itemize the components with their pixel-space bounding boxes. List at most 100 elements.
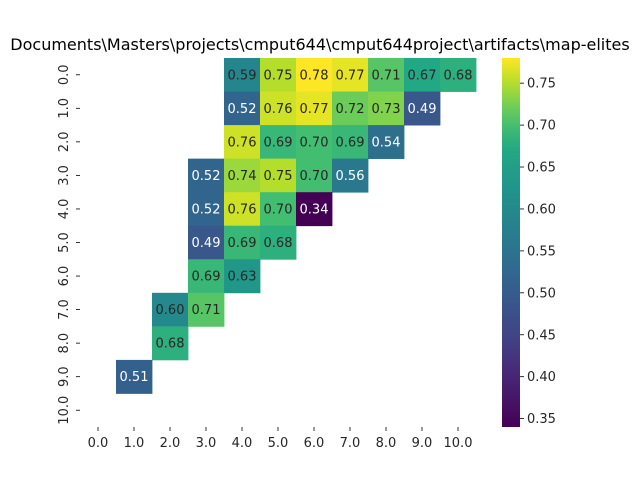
heatmap-cell — [224, 91, 261, 126]
cell-value-label: 0.76 — [228, 135, 257, 150]
cell-value-label: 0.52 — [192, 169, 221, 184]
heatmap-cell — [296, 192, 333, 227]
colorbar-gradient — [502, 58, 520, 427]
y-tick-label: 7.0 — [57, 299, 72, 320]
cell-value-label: 0.71 — [192, 303, 221, 318]
cell-value-label: 0.52 — [192, 202, 221, 217]
x-tick-label: 2.0 — [160, 436, 181, 451]
cell-value-label: 0.70 — [300, 135, 329, 150]
cell-value-label: 0.70 — [264, 202, 293, 217]
heatmap-cell — [224, 259, 261, 294]
y-tick-label: 1.0 — [57, 98, 72, 119]
cell-value-label: 0.77 — [336, 68, 365, 83]
y-tick-label: 5.0 — [57, 232, 72, 253]
heatmap-cell — [404, 58, 441, 92]
y-tick-label: 10.0 — [57, 396, 72, 425]
heatmap-cell — [224, 58, 261, 92]
heatmap-cell — [404, 91, 441, 126]
heatmap-cell — [260, 91, 297, 126]
colorbar-tick-label: 0.45 — [527, 328, 556, 343]
heatmap-cell — [224, 158, 261, 193]
cell-value-label: 0.59 — [228, 68, 257, 83]
colorbar: 0.35 0.40 0.45 0.50 0.55 0.60 0.65 0.70 0.75 — [502, 58, 556, 427]
heatmap-cells: 0.59 0.75 0.78 0.77 0.71 0.67 0.68 0.52 0.76 0.77… — [116, 58, 477, 394]
y-axis: 0.0 1.0 2.0 3.0 4.0 5.0 6.0 7.0 8.0 9.0 10.0 — [57, 64, 80, 425]
x-tick-label: 5.0 — [268, 436, 289, 451]
cell-value-label: 0.72 — [336, 102, 365, 117]
heatmap-cell — [188, 292, 225, 327]
cell-value-label: 0.75 — [264, 68, 293, 83]
cell-value-label: 0.63 — [228, 270, 257, 285]
cell-value-label: 0.76 — [264, 102, 293, 117]
x-tick-label: 10.0 — [444, 436, 473, 451]
cell-value-label: 0.68 — [444, 68, 473, 83]
heatmap-cell — [332, 125, 369, 160]
heatmap-cell — [152, 326, 189, 361]
cell-value-label: 0.74 — [228, 169, 257, 184]
heatmap-cell — [296, 91, 333, 126]
cell-value-label: 0.60 — [156, 303, 185, 318]
heatmap-cell — [296, 125, 333, 160]
heatmap-cell — [332, 158, 369, 193]
heatmap-cell — [260, 192, 297, 227]
heatmap-cell — [296, 58, 333, 92]
cell-value-label: 0.77 — [300, 102, 329, 117]
heatmap-cell — [368, 125, 405, 160]
heatmap-cell — [188, 158, 225, 193]
cell-value-label: 0.54 — [372, 135, 401, 150]
y-tick-label: 2.0 — [57, 132, 72, 153]
heatmap-cell — [152, 292, 189, 327]
colorbar-tick-label: 0.40 — [527, 370, 556, 385]
heatmap-cell — [296, 158, 333, 193]
heatmap-cell — [224, 125, 261, 160]
heatmap-cell — [224, 225, 261, 260]
heatmap-cell — [260, 125, 297, 160]
colorbar-tick-label: 0.75 — [527, 77, 556, 92]
heatmap-cell — [368, 58, 405, 92]
x-tick-label: 1.0 — [124, 436, 145, 451]
colorbar-tick-label: 0.50 — [527, 286, 556, 301]
colorbar-tick-label: 0.65 — [527, 161, 556, 176]
heatmap-cell — [188, 192, 225, 227]
heatmap-cell — [332, 91, 369, 126]
cell-value-label: 0.71 — [372, 68, 401, 83]
x-tick-label: 9.0 — [412, 436, 433, 451]
y-tick-label: 8.0 — [57, 333, 72, 354]
x-tick-label: 6.0 — [304, 436, 325, 451]
x-tick-label: 4.0 — [232, 436, 253, 451]
cell-value-label: 0.69 — [264, 135, 293, 150]
cell-value-label: 0.69 — [228, 236, 257, 251]
chart-title: Documents\Masters\projects\cmput644\cmpu… — [10, 35, 629, 54]
cell-value-label: 0.70 — [300, 169, 329, 184]
cell-value-label: 0.51 — [120, 370, 149, 385]
heatmap-cell — [368, 91, 405, 126]
cell-value-label: 0.75 — [264, 169, 293, 184]
cell-value-label: 0.78 — [300, 68, 329, 83]
cell-value-label: 0.52 — [228, 102, 257, 117]
cell-value-label: 0.68 — [156, 337, 185, 352]
y-tick-label: 6.0 — [57, 266, 72, 287]
cell-value-label: 0.73 — [372, 102, 401, 117]
x-tick-label: 3.0 — [196, 436, 217, 451]
colorbar-tick-label: 0.60 — [527, 202, 556, 217]
cell-value-label: 0.67 — [408, 68, 437, 83]
heatmap-cell — [260, 158, 297, 193]
heatmap-cell — [260, 58, 297, 92]
heatmap-cell — [224, 192, 261, 227]
cell-value-label: 0.49 — [408, 102, 437, 117]
heatmap-cell — [260, 225, 297, 260]
y-tick-label: 9.0 — [57, 366, 72, 387]
cell-value-label: 0.68 — [264, 236, 293, 251]
heatmap-cell — [116, 359, 153, 394]
cell-value-label: 0.34 — [300, 202, 329, 217]
heatmap-cell — [332, 58, 369, 92]
y-tick-label: 4.0 — [57, 199, 72, 220]
x-tick-label: 8.0 — [376, 436, 397, 451]
cell-value-label: 0.69 — [336, 135, 365, 150]
y-tick-label: 0.0 — [57, 64, 72, 85]
cell-value-label: 0.69 — [192, 270, 221, 285]
colorbar-tick-label: 0.70 — [527, 119, 556, 134]
colorbar-tick-label: 0.35 — [527, 412, 556, 427]
x-tick-label: 7.0 — [340, 436, 361, 451]
